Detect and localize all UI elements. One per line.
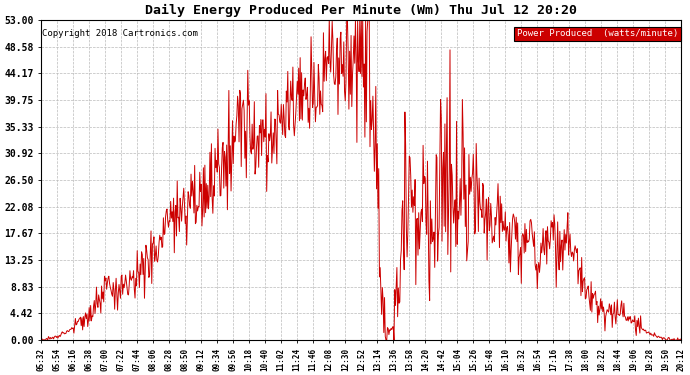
Text: Copyright 2018 Cartronics.com: Copyright 2018 Cartronics.com: [43, 29, 198, 38]
Text: Power Produced  (watts/minute): Power Produced (watts/minute): [517, 29, 678, 38]
Title: Daily Energy Produced Per Minute (Wm) Thu Jul 12 20:20: Daily Energy Produced Per Minute (Wm) Th…: [146, 4, 578, 17]
